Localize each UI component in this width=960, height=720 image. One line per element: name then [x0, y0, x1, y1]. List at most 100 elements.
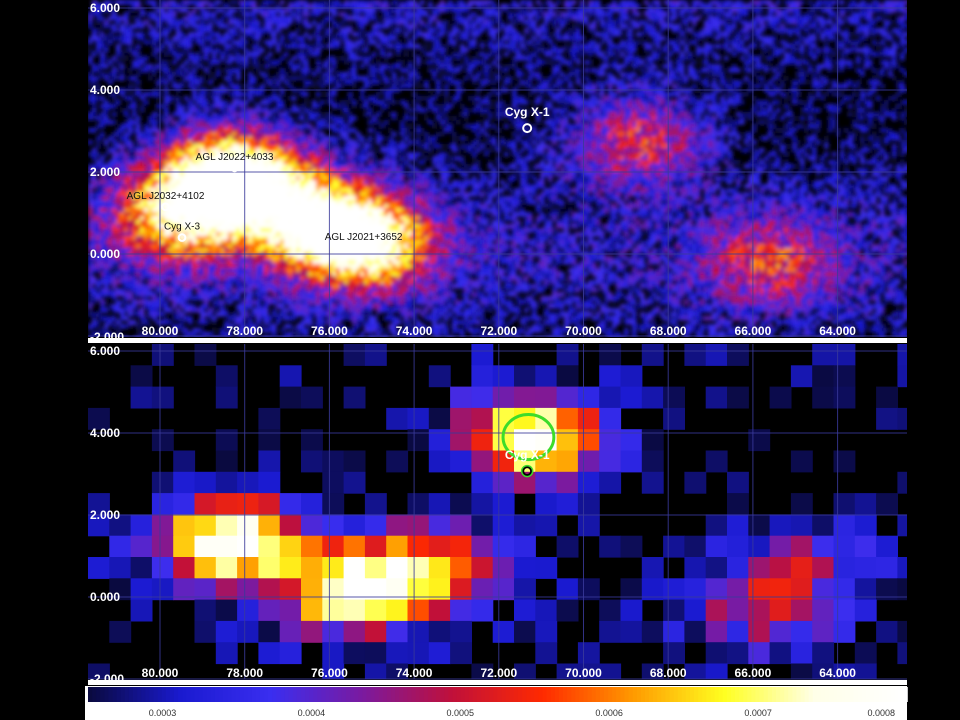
heat-cell	[588, 52, 593, 57]
heat-cell	[512, 64, 517, 69]
heat-cell	[288, 36, 293, 41]
heat-cell	[176, 144, 181, 149]
heat-cell	[632, 8, 637, 13]
heat-cell	[224, 76, 229, 81]
heat-cell	[184, 116, 189, 121]
heat-cell	[712, 100, 717, 105]
heat-cell	[136, 56, 141, 61]
heat-cell	[536, 136, 541, 141]
heat-cell	[780, 80, 785, 85]
heat-cell	[536, 0, 541, 5]
heat-cell	[328, 32, 333, 37]
heat-cell	[232, 96, 237, 101]
heat-cell	[108, 80, 113, 85]
heat-cell	[856, 100, 861, 105]
heat-cell	[112, 96, 117, 101]
heat-cell	[588, 68, 593, 73]
heat-cell	[156, 112, 161, 117]
heat-cell	[636, 112, 641, 117]
heat-cell	[636, 132, 641, 137]
heat-cell	[824, 76, 829, 81]
heat-cell	[356, 156, 361, 161]
heat-cell	[700, 100, 705, 105]
heat-cell	[588, 8, 593, 13]
heat-cell	[188, 80, 193, 85]
heat-cell	[740, 112, 745, 117]
heat-cell	[572, 144, 577, 149]
heat-cell	[888, 72, 893, 77]
heat-cell	[320, 152, 325, 157]
heat-cell	[452, 8, 457, 13]
heat-cell	[892, 8, 897, 13]
heat-cell	[732, 104, 737, 109]
heat-cell	[680, 72, 685, 77]
heat-cell	[244, 12, 249, 17]
heat-cell	[372, 100, 377, 105]
heat-cell	[504, 4, 509, 9]
heat-cell	[776, 20, 781, 25]
heat-cell	[424, 80, 429, 85]
heat-cell	[188, 12, 193, 17]
heat-cell	[144, 64, 149, 69]
heat-cell	[448, 8, 453, 13]
heat-cell	[348, 92, 353, 97]
heat-cell	[536, 100, 541, 105]
heat-cell	[344, 4, 349, 9]
heat-cell	[508, 4, 513, 9]
heat-cell	[888, 68, 893, 73]
heat-cell	[628, 116, 633, 121]
heat-cell	[176, 132, 181, 137]
heat-cell	[560, 80, 565, 85]
heat-cell	[900, 32, 905, 37]
heat-cell	[804, 40, 809, 45]
heat-cell	[236, 124, 241, 129]
heat-cell	[180, 140, 185, 145]
heat-cell	[236, 8, 241, 13]
heat-cell	[900, 128, 905, 133]
heat-cell	[456, 4, 461, 9]
heat-cell	[536, 12, 541, 17]
heat-cell	[632, 84, 637, 89]
heat-cell	[220, 152, 225, 157]
heat-cell	[304, 132, 309, 137]
heat-cell	[628, 0, 633, 5]
heat-cell	[320, 44, 325, 49]
heat-cell	[728, 148, 733, 153]
heat-cell	[568, 144, 573, 149]
heat-cell	[868, 28, 873, 33]
heat-cell	[404, 8, 409, 13]
heat-cell	[112, 68, 117, 73]
heat-cell	[176, 72, 181, 77]
heat-cell	[180, 112, 185, 117]
heat-cell	[304, 92, 309, 97]
heat-cell	[676, 140, 681, 145]
heat-cell	[564, 92, 569, 97]
heat-cell	[780, 48, 785, 53]
heat-cell	[700, 124, 705, 129]
heat-cell	[780, 28, 785, 33]
heat-cell	[172, 72, 177, 77]
heat-cell	[396, 32, 401, 37]
heat-cell	[712, 52, 717, 57]
heat-cell	[720, 144, 725, 149]
heat-cell	[636, 140, 641, 145]
heat-cell	[396, 0, 401, 5]
heat-cell	[336, 84, 341, 89]
heat-cell	[280, 136, 285, 141]
heat-cell	[304, 148, 309, 153]
heat-cell	[612, 24, 617, 29]
heat-cell	[304, 12, 309, 17]
heat-cell	[484, 80, 489, 85]
heat-cell	[196, 120, 201, 125]
heat-cell	[260, 140, 265, 145]
heat-cell	[112, 92, 117, 97]
heat-cell	[464, 116, 469, 121]
heat-cell	[772, 124, 777, 129]
heat-cell	[468, 148, 473, 153]
heat-cell	[660, 124, 665, 129]
heat-cell	[624, 4, 629, 9]
heat-cell	[816, 28, 821, 33]
heat-cell	[896, 16, 901, 21]
heat-cell	[216, 92, 221, 97]
heat-cell	[488, 40, 493, 45]
